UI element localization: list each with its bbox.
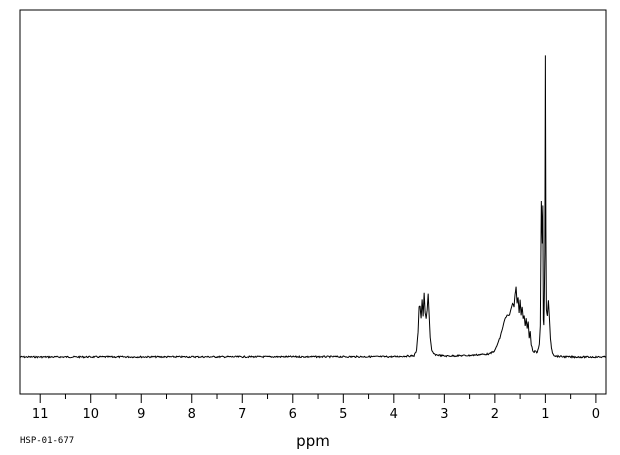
x-tick-label: 6 (289, 407, 297, 422)
x-tick-label: 9 (137, 407, 145, 422)
x-tick-label: 10 (82, 407, 99, 422)
x-tick-label: 1 (541, 407, 549, 422)
x-tick-label: 3 (440, 407, 448, 422)
x-tick-label: 7 (238, 407, 246, 422)
plot-frame (19, 9, 607, 395)
x-tick-label: 5 (339, 407, 347, 422)
x-tick-label: 4 (390, 407, 398, 422)
x-axis-label: ppm (296, 432, 330, 450)
x-tick-label: 8 (188, 407, 196, 422)
x-tick-label: 11 (32, 407, 49, 422)
sample-id-label: HSP-01-677 (20, 436, 75, 446)
x-tick-label: 2 (491, 407, 499, 422)
spectrum-trace (19, 55, 607, 359)
x-tick-label: 0 (592, 407, 600, 422)
